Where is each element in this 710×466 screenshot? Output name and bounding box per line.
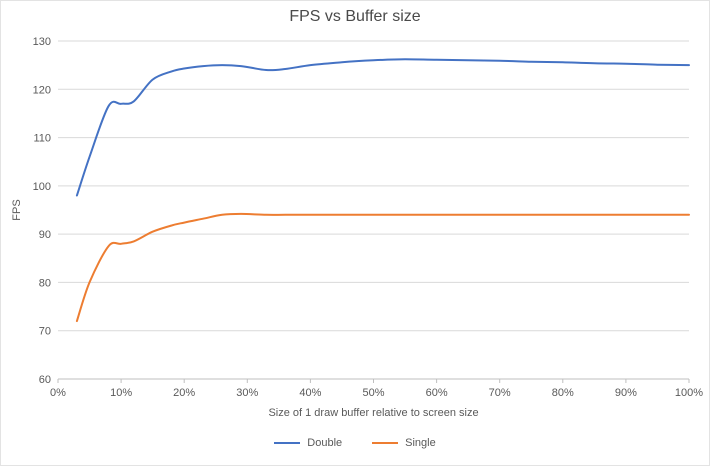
legend-label-single: Single [405,437,436,449]
x-tick-label: 100% [675,387,703,399]
legend-item-double[interactable]: Double [274,437,342,449]
y-tick-label: 80 [39,277,51,289]
legend: Double Single [1,437,709,449]
y-axis-title: FPS [11,199,23,221]
legend-item-single[interactable]: Single [372,437,436,449]
x-tick-label: 70% [489,387,511,399]
y-tick-label: 60 [39,374,51,386]
legend-marker-double [274,442,301,444]
x-tick-label: 90% [615,387,637,399]
x-tick-label: 80% [552,387,574,399]
x-tick-label: 30% [236,387,258,399]
x-tick-label: 60% [426,387,448,399]
x-tick-label: 50% [362,387,384,399]
legend-label-double: Double [307,437,343,449]
x-tick-label: 20% [173,387,195,399]
x-tick-label: 0% [50,387,66,399]
series-line-double[interactable] [75,58,690,197]
y-tick-label: 110 [33,133,51,145]
y-tick-label: 90 [39,229,51,241]
y-tick-label: 120 [33,84,51,96]
x-tick-label: 40% [299,387,321,399]
chart-title: FPS vs Buffer size [289,8,421,25]
y-tick-label: 70 [39,326,51,338]
x-tick-label: 10% [110,387,132,399]
legend-marker-single [372,442,399,444]
x-axis-title: Size of 1 draw buffer relative to screen… [268,407,479,419]
series-line-single[interactable] [75,212,690,323]
y-tick-label: 130 [33,36,51,48]
y-tick-label: 100 [33,181,51,193]
